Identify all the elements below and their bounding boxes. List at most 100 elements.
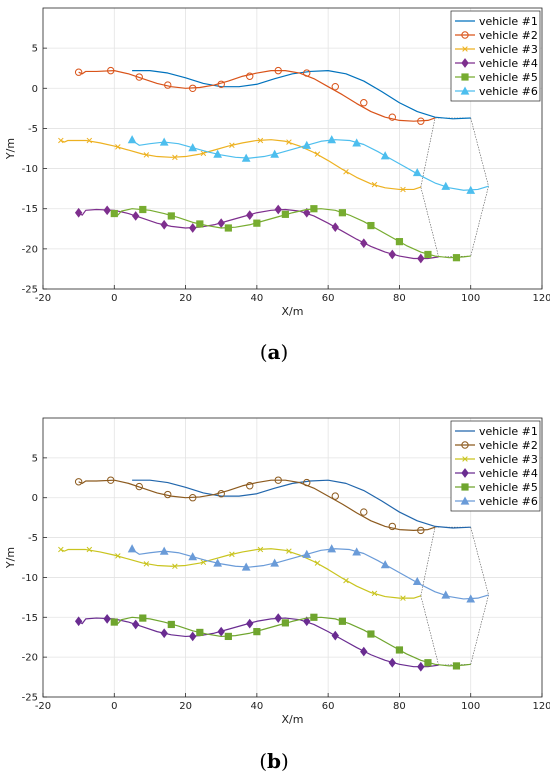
legend-entry-vehicle-2: vehicle #2 (455, 439, 538, 452)
data-point-vehicle-5 (338, 617, 347, 625)
series-vehicle-6 (127, 135, 489, 194)
y-tick-label: 0 (32, 493, 38, 504)
legend-marker (462, 46, 468, 52)
y-ticks: -25 -20 -15 -10 -5 0 5 (22, 44, 47, 296)
data-point-vehicle-4 (188, 631, 197, 642)
data-point-vehicle-4 (388, 249, 397, 260)
panel-caption-a: (a) (260, 340, 289, 364)
data-point-vehicle-4 (246, 618, 254, 629)
formation-line (470, 594, 489, 665)
data-point-vehicle-4 (131, 619, 140, 630)
legend-marker (460, 86, 470, 95)
x-tick-label: 120 (532, 293, 550, 304)
data-point-vehicle-3 (286, 548, 292, 554)
x-axis-label: X/m (282, 713, 304, 726)
data-point-vehicle-2 (388, 522, 396, 531)
y-ticks: -25 -20 -15 -10 -5 0 5 (22, 453, 47, 704)
x-tick-label: 100 (461, 293, 480, 304)
x-tick-label: 60 (322, 293, 335, 304)
x-tick-label: 120 (532, 701, 550, 712)
data-point-vehicle-3 (257, 137, 264, 144)
legend-marker (462, 456, 468, 462)
legend-box (450, 420, 541, 512)
legend-entry-vehicle-1: vehicle #1 (455, 425, 538, 438)
x-tick-label: 20 (179, 701, 192, 712)
data-point-vehicle-6 (159, 137, 169, 146)
data-point-vehicle-3 (86, 137, 93, 144)
data-point-vehicle-6 (380, 560, 390, 569)
formation-line (420, 527, 436, 596)
data-point-vehicle-5 (424, 659, 432, 667)
legend-label: vehicle #5 (479, 481, 538, 494)
data-point-vehicle-2 (331, 492, 339, 500)
data-point-vehicle-5 (224, 632, 232, 641)
data-point-vehicle-4 (103, 205, 111, 216)
series-vehicle-5 (110, 205, 471, 262)
chart-b: -20 0 20 40 60 80 100 120-25-20-15-10-505X/mY/m… (4, 417, 550, 726)
data-point-vehicle-4 (217, 218, 225, 229)
data-point-vehicle-6 (127, 544, 137, 553)
data-point-vehicle-3 (400, 595, 406, 601)
data-point-vehicle-2 (189, 494, 197, 502)
legend-entry-vehicle-4: vehicle #4 (455, 467, 538, 480)
data-point-vehicle-2 (217, 80, 225, 88)
data-point-vehicle-2 (388, 113, 396, 121)
series-vehicle-3 (58, 137, 422, 193)
data-point-vehicle-2 (74, 68, 83, 76)
data-point-vehicle-5 (253, 219, 261, 227)
data-point-vehicle-5 (196, 628, 204, 637)
panel-caption-b: (b) (259, 749, 289, 773)
data-point-vehicle-6 (213, 149, 223, 158)
data-point-vehicle-3 (257, 546, 264, 553)
y-tick-label: -20 (22, 653, 38, 664)
legend-marker (461, 31, 469, 39)
legend-label: vehicle #5 (479, 71, 538, 84)
data-point-vehicle-5 (281, 619, 289, 627)
series-line-vehicle-3 (60, 548, 422, 599)
data-point-vehicle-2 (274, 66, 282, 75)
data-point-vehicle-2 (303, 69, 311, 77)
y-tick-label: -15 (22, 204, 38, 215)
data-point-vehicle-2 (217, 490, 225, 498)
data-point-vehicle-6 (327, 135, 337, 144)
data-point-vehicle-4 (303, 207, 311, 218)
data-point-vehicle-4 (74, 616, 83, 627)
data-point-vehicle-5 (196, 220, 204, 228)
legend-marker (461, 73, 469, 81)
data-point-vehicle-6 (213, 558, 223, 567)
series-line-vehicle-2 (78, 70, 436, 122)
data-point-vehicle-5 (310, 205, 318, 213)
legend-label: vehicle #4 (479, 467, 538, 480)
legend-entry-vehicle-5: vehicle #5 (455, 481, 538, 494)
data-point-vehicle-6 (441, 590, 451, 599)
formation-line (470, 186, 489, 257)
series-vehicle-2 (74, 66, 436, 125)
legend-label: vehicle #6 (479, 495, 538, 508)
data-point-vehicle-3 (229, 551, 235, 558)
legend-marker (461, 441, 469, 449)
series-vehicle-2 (74, 476, 436, 535)
legend-entry-vehicle-2: vehicle #2 (455, 29, 538, 42)
data-point-vehicle-4 (417, 253, 425, 264)
legend-marker (461, 468, 469, 478)
data-point-vehicle-5 (281, 210, 289, 218)
data-point-vehicle-4 (303, 616, 311, 627)
data-point-vehicle-2 (360, 99, 368, 107)
data-point-vehicle-6 (159, 546, 169, 555)
data-point-vehicle-4 (103, 614, 111, 624)
data-point-vehicle-6 (241, 153, 251, 162)
data-point-vehicle-2 (189, 84, 197, 92)
data-point-vehicle-4 (417, 661, 425, 672)
data-point-vehicle-4 (131, 211, 140, 221)
data-point-vehicle-6 (441, 181, 451, 190)
x-tick-label: -20 (35, 293, 51, 304)
y-tick-label: -5 (28, 124, 38, 135)
data-point-vehicle-3 (172, 154, 178, 161)
data-point-vehicle-6 (412, 576, 422, 586)
legend-box (450, 10, 541, 102)
data-point-vehicle-3 (58, 137, 64, 144)
data-point-vehicle-4 (331, 222, 339, 233)
x-ticks: -20 0 20 40 60 80 100 120 (35, 693, 550, 712)
